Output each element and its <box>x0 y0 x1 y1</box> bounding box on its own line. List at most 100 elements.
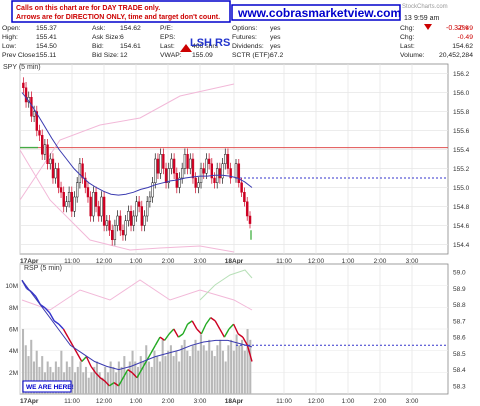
quote-value: 155.41 <box>36 34 57 41</box>
volume-bar <box>156 356 159 394</box>
candle-body <box>151 182 154 198</box>
candle-body <box>121 230 125 236</box>
candle-body <box>35 111 38 131</box>
price-y-tick-label: 156.0 <box>453 90 470 97</box>
rsp-price-segment <box>122 369 129 379</box>
rsp-price-segment <box>108 382 115 387</box>
quote-value: 12 <box>120 52 128 59</box>
candle-body <box>94 192 98 207</box>
candle-body <box>41 135 44 155</box>
rsp-moving-average-line <box>21 279 253 371</box>
candle-body <box>137 201 141 207</box>
candle-body <box>102 196 106 226</box>
volume-panel-title: RSP (5 min) <box>24 265 62 272</box>
volume-bar <box>117 361 120 394</box>
quote-label: Low: <box>2 43 16 50</box>
volume-bar <box>235 334 238 394</box>
volume-bar <box>169 345 172 394</box>
rsp-price-segment <box>219 328 226 338</box>
volume-bar <box>68 366 71 394</box>
candle-body <box>207 158 211 164</box>
volume-bar <box>172 356 175 394</box>
rsp-price-segment <box>127 369 133 374</box>
rsp-price-segment <box>177 333 184 338</box>
volume-x-tick-label: 1:00 <box>130 398 143 405</box>
volume-bar <box>205 350 208 394</box>
quote-value: 20,452,284 <box>439 52 473 59</box>
candle-body <box>132 215 135 226</box>
we-are-here-annotation: WE ARE HERE! <box>26 384 74 391</box>
price-panel-title: SPY (5 min) <box>3 64 41 71</box>
website-link[interactable]: www.cobrasmarketview.com <box>237 6 401 20</box>
quote-value: 154.62 <box>452 43 473 50</box>
volume-bar <box>134 361 137 394</box>
candle-body <box>129 211 133 226</box>
rsp-y-tick-label: 58.9 <box>453 286 466 293</box>
volume-panel: 10M 8M 6M 4M 2M 59.0 58.9 58.8 58.7 58.6 58.5 58.4 5… <box>5 263 466 405</box>
price-x-tick-label: 2:00 <box>162 258 175 265</box>
rsp-upper-line <box>199 269 253 301</box>
volume-bar <box>54 361 57 394</box>
candle-body <box>237 163 241 183</box>
quote-label: Ask Size: <box>92 34 120 41</box>
candle-body <box>22 82 25 88</box>
quote-label: Open: <box>2 25 21 32</box>
rsp-price-segment <box>164 333 170 341</box>
candle-body <box>164 168 168 183</box>
quote-label: Ask: <box>92 25 105 32</box>
volume-y-tick-label: 2M <box>9 370 18 377</box>
volume-bar <box>95 361 98 394</box>
candle-body <box>170 158 173 169</box>
volume-bar <box>219 339 222 394</box>
quote-label: Dividends: <box>232 43 264 50</box>
rsp-price-segment <box>168 328 175 335</box>
quote-label: EPS: <box>160 34 176 41</box>
quote-value: 466 shrs <box>192 43 219 50</box>
volume-x-tick-label: 3:00 <box>406 398 419 405</box>
rsp-price-segment <box>246 345 253 362</box>
volume-x-tick-label: 1:00 <box>342 398 355 405</box>
volume-bar <box>180 345 183 394</box>
quote-label: Options: <box>232 25 257 32</box>
candle-body <box>113 225 117 240</box>
stockcharts-watermark: StockCharts.com <box>402 4 448 10</box>
candle-body <box>162 154 165 169</box>
candle-body <box>124 220 127 236</box>
volume-x-tick-label: 12:00 <box>96 398 113 405</box>
candle-body <box>51 158 55 179</box>
quote-label: Chg: <box>400 34 414 41</box>
price-y-tick-label: 154.8 <box>453 204 470 211</box>
rsp-price-segment <box>81 356 87 362</box>
price-x-tick-label: 1:00 <box>342 258 355 265</box>
price-x-tick-label: 2:00 <box>374 258 387 265</box>
volume-bar <box>246 329 249 394</box>
volume-bar <box>98 372 101 394</box>
candle-body <box>59 187 63 193</box>
candle-body <box>224 154 227 164</box>
volume-bar <box>27 356 30 394</box>
price-y-tick-label: 155.8 <box>453 109 470 116</box>
rsp-y-tick-label: 58.5 <box>453 351 466 358</box>
rsp-price-segment <box>53 320 60 325</box>
notice-box <box>11 0 231 23</box>
volume-bar <box>49 366 52 394</box>
up-arrow-icon <box>180 44 192 52</box>
volume-bar <box>24 345 27 394</box>
volume-bar <box>199 334 203 394</box>
rsp-y-tick-label: 58.8 <box>453 302 466 309</box>
rsp-price-segment <box>48 312 55 322</box>
candle-body <box>248 215 252 224</box>
volume-x-tick-label: 3:00 <box>194 398 207 405</box>
rsp-price-segment <box>140 361 147 370</box>
volume-bar <box>178 361 181 394</box>
rsp-y-tick-label: 58.7 <box>453 318 466 325</box>
candle-body <box>116 215 119 226</box>
quote-label: Volume: <box>400 52 425 59</box>
rsp-y-tick-label: 58.3 <box>453 383 466 390</box>
volume-bar <box>76 366 79 394</box>
volume-bar <box>38 366 41 394</box>
candle-body <box>49 158 52 164</box>
candle-body <box>38 130 41 136</box>
volume-bar <box>230 339 233 394</box>
